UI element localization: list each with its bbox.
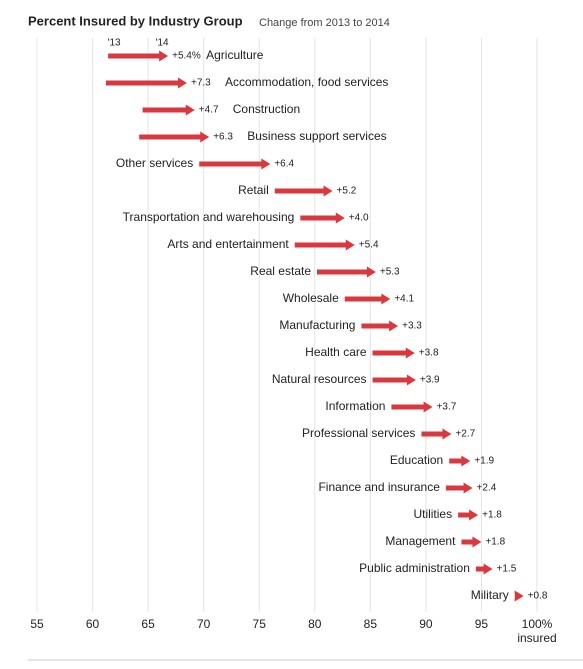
x-tick-label: 70 (197, 617, 211, 631)
change-label: +2.7 (455, 429, 475, 440)
arrow (108, 50, 169, 62)
x-tick-label: 100% (522, 617, 553, 631)
chart-title: Percent Insured by Industry Group (28, 13, 243, 28)
change-label: +1.9 (474, 456, 494, 467)
x-tick-label: 80 (308, 617, 322, 631)
arrow (361, 320, 399, 332)
x-tick-label: 85 (364, 617, 378, 631)
x-tick-label: 60 (86, 617, 100, 631)
change-label: +6.4 (274, 159, 294, 170)
change-label: +1.8 (482, 510, 502, 521)
category-label: Wholesale (283, 291, 339, 305)
arrow (317, 266, 376, 278)
change-label: +3.8 (419, 348, 439, 359)
category-label: Arts and entertainment (167, 237, 289, 251)
category-label: Transportation and warehousing (123, 210, 295, 224)
change-label: +1.5 (497, 564, 517, 575)
category-label: Other services (116, 156, 193, 170)
category-label: Professional services (302, 426, 415, 440)
change-label: +4.1 (394, 294, 414, 305)
category-label: Construction (233, 102, 300, 116)
category-label: Agriculture (206, 48, 264, 62)
category-label: Natural resources (272, 372, 367, 386)
category-label: Business support services (247, 129, 386, 143)
category-label: Information (325, 399, 385, 413)
arrow (300, 212, 345, 224)
category-label: Public administration (359, 561, 470, 575)
arrow (514, 590, 524, 602)
change-label: +4.7 (199, 105, 219, 116)
arrow (461, 536, 482, 548)
change-label: +3.3 (402, 321, 422, 332)
year-label: '14 (156, 38, 169, 49)
x-tick-label: 90 (419, 617, 433, 631)
arrow (344, 293, 391, 305)
category-label: Utilities (413, 507, 452, 521)
arrow (445, 482, 473, 494)
change-label: +5.4 (359, 240, 379, 251)
category-label: Real estate (250, 264, 311, 278)
arrow (458, 509, 479, 521)
change-label: +5.2 (337, 186, 357, 197)
year-label: '13 (108, 38, 121, 49)
arrow (105, 77, 187, 89)
category-label: Education (390, 453, 443, 467)
change-label: +3.7 (437, 402, 457, 413)
chart-subtitle: Change from 2013 to 2014 (259, 17, 390, 29)
x-axis-label: insured (517, 631, 556, 645)
x-tick-label: 65 (141, 617, 155, 631)
change-label: +2.4 (477, 483, 497, 494)
arrow (391, 401, 433, 413)
category-label: Military (471, 588, 509, 602)
x-tick-label: 55 (30, 617, 44, 631)
category-label: Health care (305, 345, 367, 359)
category-label: Retail (238, 183, 269, 197)
category-label: Manufacturing (279, 318, 355, 332)
arrow (294, 239, 355, 251)
change-label: +1.8 (485, 537, 505, 548)
x-tick-label: 75 (253, 617, 267, 631)
change-label: +0.8 (528, 591, 548, 602)
arrow (421, 428, 452, 440)
change-label: +7.3 (191, 78, 211, 89)
arrow (372, 374, 416, 386)
arrow (139, 131, 210, 143)
arrow (199, 158, 271, 170)
arrow (142, 104, 195, 116)
category-label: Accommodation, food services (225, 75, 388, 89)
category-label: Finance and insurance (318, 480, 440, 494)
arrow (372, 347, 415, 359)
change-label: +3.9 (420, 375, 440, 386)
category-label: Management (385, 534, 456, 548)
change-label: +4.0 (349, 213, 369, 224)
change-label: +5.3 (380, 267, 400, 278)
x-tick-label: 95 (475, 617, 489, 631)
change-label: +6.3 (213, 132, 233, 143)
change-label: +5.4% (172, 51, 201, 62)
arrow (274, 185, 333, 197)
arrow (449, 455, 471, 467)
arrow (475, 563, 493, 575)
